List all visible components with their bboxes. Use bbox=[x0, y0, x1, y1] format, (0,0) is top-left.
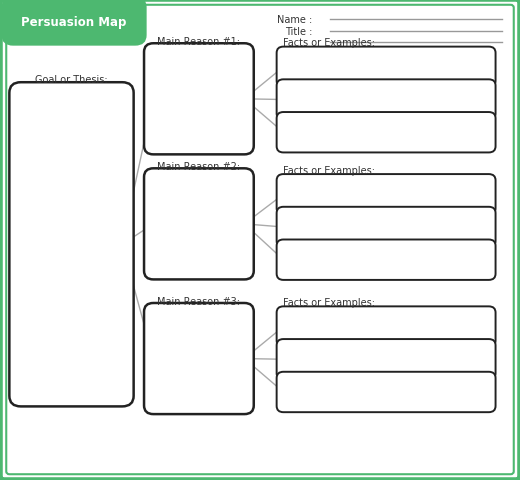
FancyBboxPatch shape bbox=[9, 83, 134, 407]
Text: Facts or Examples:: Facts or Examples: bbox=[283, 165, 375, 175]
FancyBboxPatch shape bbox=[277, 48, 496, 88]
FancyBboxPatch shape bbox=[277, 80, 496, 120]
Text: Main Reason #2:: Main Reason #2: bbox=[158, 162, 240, 172]
Text: Name :: Name : bbox=[277, 15, 312, 25]
FancyBboxPatch shape bbox=[2, 0, 147, 47]
FancyBboxPatch shape bbox=[144, 44, 254, 155]
FancyBboxPatch shape bbox=[277, 307, 496, 347]
FancyBboxPatch shape bbox=[277, 240, 496, 280]
Text: Title :: Title : bbox=[284, 27, 312, 36]
FancyBboxPatch shape bbox=[144, 303, 254, 414]
Text: Facts or Examples:: Facts or Examples: bbox=[283, 38, 375, 48]
FancyBboxPatch shape bbox=[277, 175, 496, 215]
FancyBboxPatch shape bbox=[277, 207, 496, 248]
Text: Main Reason #1:: Main Reason #1: bbox=[158, 37, 240, 47]
FancyBboxPatch shape bbox=[277, 113, 496, 153]
FancyBboxPatch shape bbox=[144, 169, 254, 280]
Text: Persuasion Map: Persuasion Map bbox=[21, 15, 127, 29]
FancyBboxPatch shape bbox=[277, 372, 496, 412]
Text: Facts or Examples:: Facts or Examples: bbox=[283, 297, 375, 307]
Text: Goal or Thesis:: Goal or Thesis: bbox=[35, 75, 108, 85]
Text: Main Reason #3:: Main Reason #3: bbox=[158, 296, 240, 306]
FancyBboxPatch shape bbox=[277, 339, 496, 380]
FancyBboxPatch shape bbox=[6, 6, 514, 474]
